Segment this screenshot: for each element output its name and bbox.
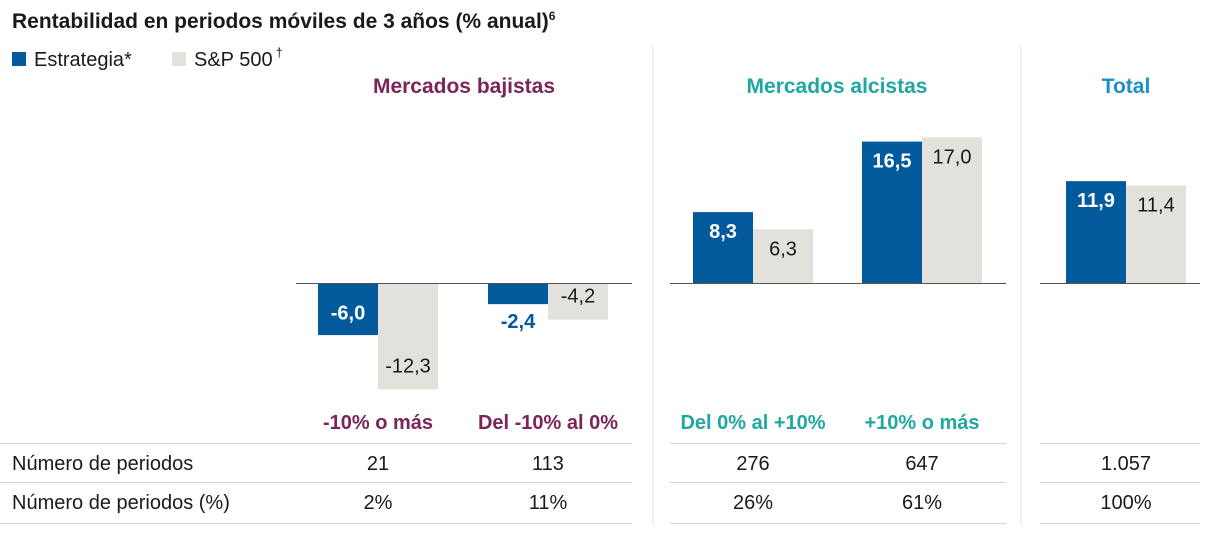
value-label-sp500: -4,2 xyxy=(561,286,595,308)
table-row-label: Número de periodos (%) xyxy=(12,492,230,514)
bar-estrategia xyxy=(862,141,922,284)
value-label-estrategia: 8,3 xyxy=(709,221,737,243)
value-label-estrategia: 11,9 xyxy=(1077,190,1115,212)
table-cell: 276 xyxy=(736,453,769,475)
bar-estrategia xyxy=(1066,181,1126,284)
table-row-label: Número de periodos xyxy=(12,453,193,475)
category-label: -10% o más xyxy=(323,412,433,434)
table-cell: 26% xyxy=(733,492,773,514)
bar-estrategia xyxy=(488,283,548,305)
bar-sp500 xyxy=(548,283,608,320)
legend: Estrategia* S&P 500 † xyxy=(12,45,283,71)
table-cell: 100% xyxy=(1100,492,1151,514)
value-labels: -6,0 -2,4 8,3 16,5 11,9 -12,3 -4,2 6,3 17,0 11,4 xyxy=(331,146,1175,377)
value-label-estrategia: 16,5 xyxy=(873,151,912,173)
bars xyxy=(318,137,1186,390)
section-title-bull: Mercados alcistas xyxy=(747,75,928,98)
category-label: +10% o más xyxy=(864,412,979,434)
legend-label-sp500: S&P 500 † xyxy=(194,45,283,71)
bar-sp500 xyxy=(378,283,438,390)
value-label-estrategia: -6,0 xyxy=(331,303,365,325)
periods-table: Número de periodos 21 113 276 647 1.057 … xyxy=(0,443,1200,524)
legend-swatch-sp500 xyxy=(172,52,186,66)
legend-label-estrategia: Estrategia* xyxy=(34,49,132,71)
table-cell: 2% xyxy=(364,492,393,514)
value-label-estrategia: -2,4 xyxy=(501,311,536,333)
table-cell: 61% xyxy=(902,492,942,514)
section-title-total: Total xyxy=(1102,75,1151,98)
chart-title: Rentabilidad en periodos móviles de 3 añ… xyxy=(12,9,556,33)
table-cell: 11% xyxy=(529,492,568,514)
value-label-sp500: -12,3 xyxy=(385,355,431,377)
value-label-sp500: 17,0 xyxy=(933,146,972,168)
bar-sp500 xyxy=(1126,185,1186,284)
table-cell: 1.057 xyxy=(1101,453,1151,475)
table-cell: 21 xyxy=(367,453,389,475)
bar-sp500 xyxy=(922,137,982,284)
table-cell: 113 xyxy=(532,453,564,475)
category-label: Del -10% al 0% xyxy=(478,412,618,434)
value-label-sp500: 11,4 xyxy=(1137,194,1174,216)
bar-estrategia xyxy=(693,212,753,284)
section-title-bear: Mercados bajistas xyxy=(373,75,555,98)
category-label: Del 0% al +10% xyxy=(680,412,825,434)
value-label-sp500: 6,3 xyxy=(769,238,797,260)
table-cell: 647 xyxy=(905,453,938,475)
bar-sp500 xyxy=(753,229,813,284)
bar-estrategia xyxy=(318,283,378,336)
legend-swatch-estrategia xyxy=(12,52,26,66)
